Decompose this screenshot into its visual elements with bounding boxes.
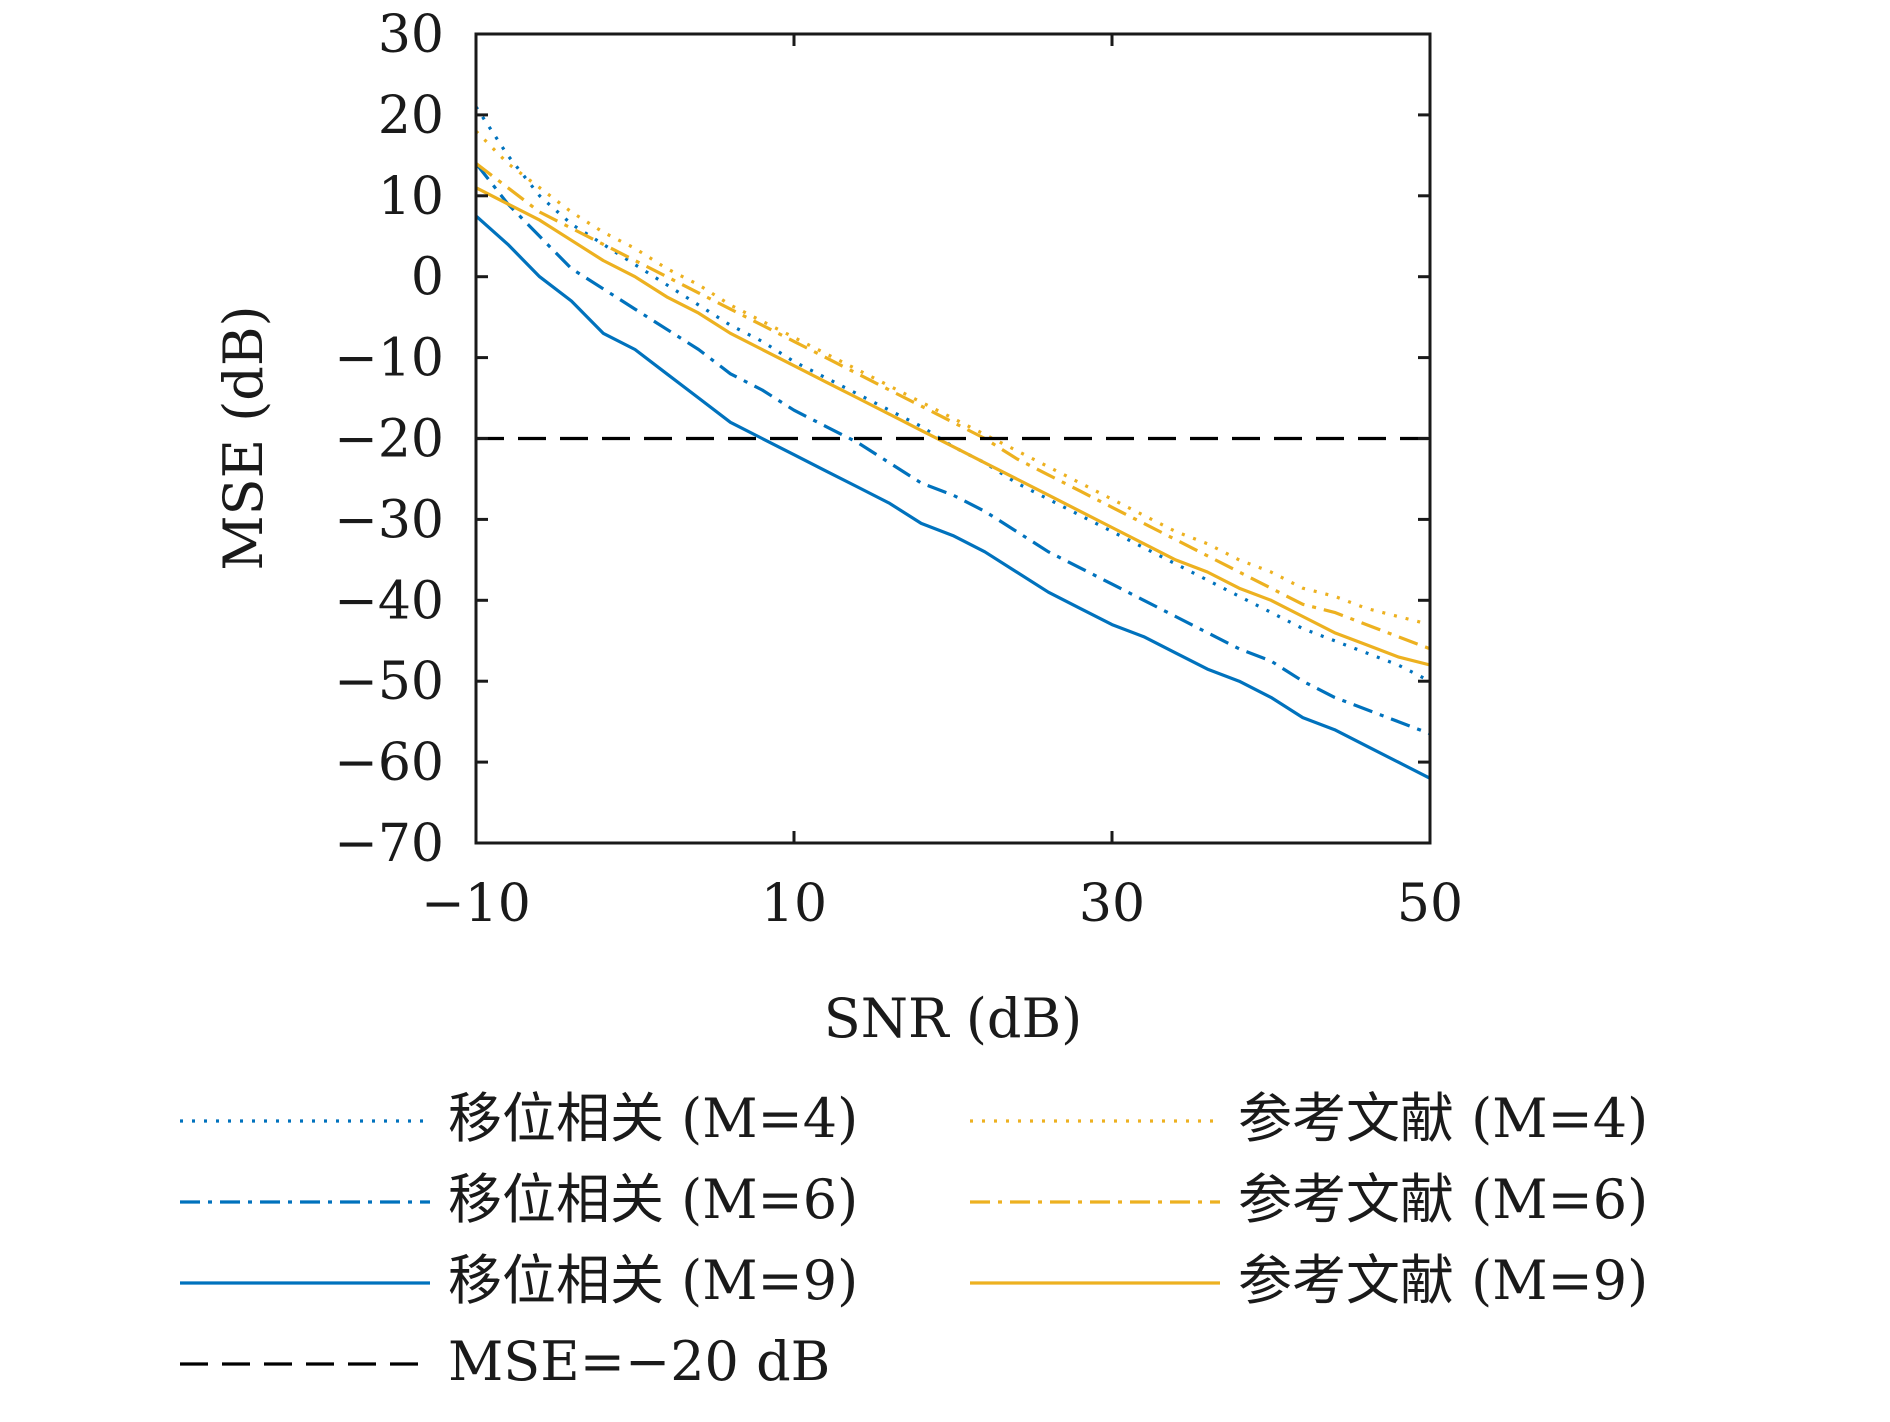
y-tick-label: −70: [334, 814, 444, 874]
x-tick-label: 10: [761, 874, 827, 934]
legend-label: 移位相关 (M=9): [448, 1249, 858, 1312]
legend-label: 参考文献 (M=6): [1238, 1168, 1648, 1231]
y-tick-label: −30: [334, 490, 444, 550]
series-line-2: [476, 162, 1430, 736]
y-tick-label: 0: [411, 248, 444, 308]
series-line-4: [476, 129, 1430, 627]
y-tick-label: −10: [334, 329, 444, 389]
legend: 移位相关 (M=4) 移位相关 (M=6) 移位相关 (M=9) MSE=−20 dB…: [180, 1087, 1648, 1393]
series-line-6: [476, 186, 1430, 667]
x-tick-label: −10: [421, 874, 531, 934]
x-tick-label: 50: [1397, 874, 1463, 934]
legend-label: 移位相关 (M=6): [448, 1168, 858, 1231]
series-line-1: [476, 105, 1430, 683]
y-tick-label: 20: [378, 86, 444, 146]
y-tick-label: −60: [334, 733, 444, 793]
y-tick-label: −20: [334, 410, 444, 470]
legend-label: MSE=−20 dB: [448, 1330, 830, 1393]
series-line-3: [476, 214, 1430, 780]
legend-label: 移位相关 (M=4): [448, 1087, 858, 1150]
legend-label: 参考文献 (M=4): [1238, 1087, 1648, 1150]
ticks-layer: −10 10 30 50 30 20 10 0 −10 −20 −30 −40 −50 −60 −70: [334, 5, 1463, 934]
y-axis-title: MSE (dB): [212, 305, 275, 570]
x-axis-title: SNR (dB): [824, 987, 1082, 1050]
y-tick-label: 10: [378, 167, 444, 227]
legend-label: 参考文献 (M=9): [1238, 1249, 1648, 1312]
y-tick-label: −50: [334, 652, 444, 712]
series-layer: [476, 105, 1430, 780]
series-line-5: [476, 162, 1430, 651]
x-tick-label: 30: [1079, 874, 1145, 934]
y-tick-label: 30: [378, 5, 444, 65]
y-tick-label: −40: [334, 571, 444, 631]
